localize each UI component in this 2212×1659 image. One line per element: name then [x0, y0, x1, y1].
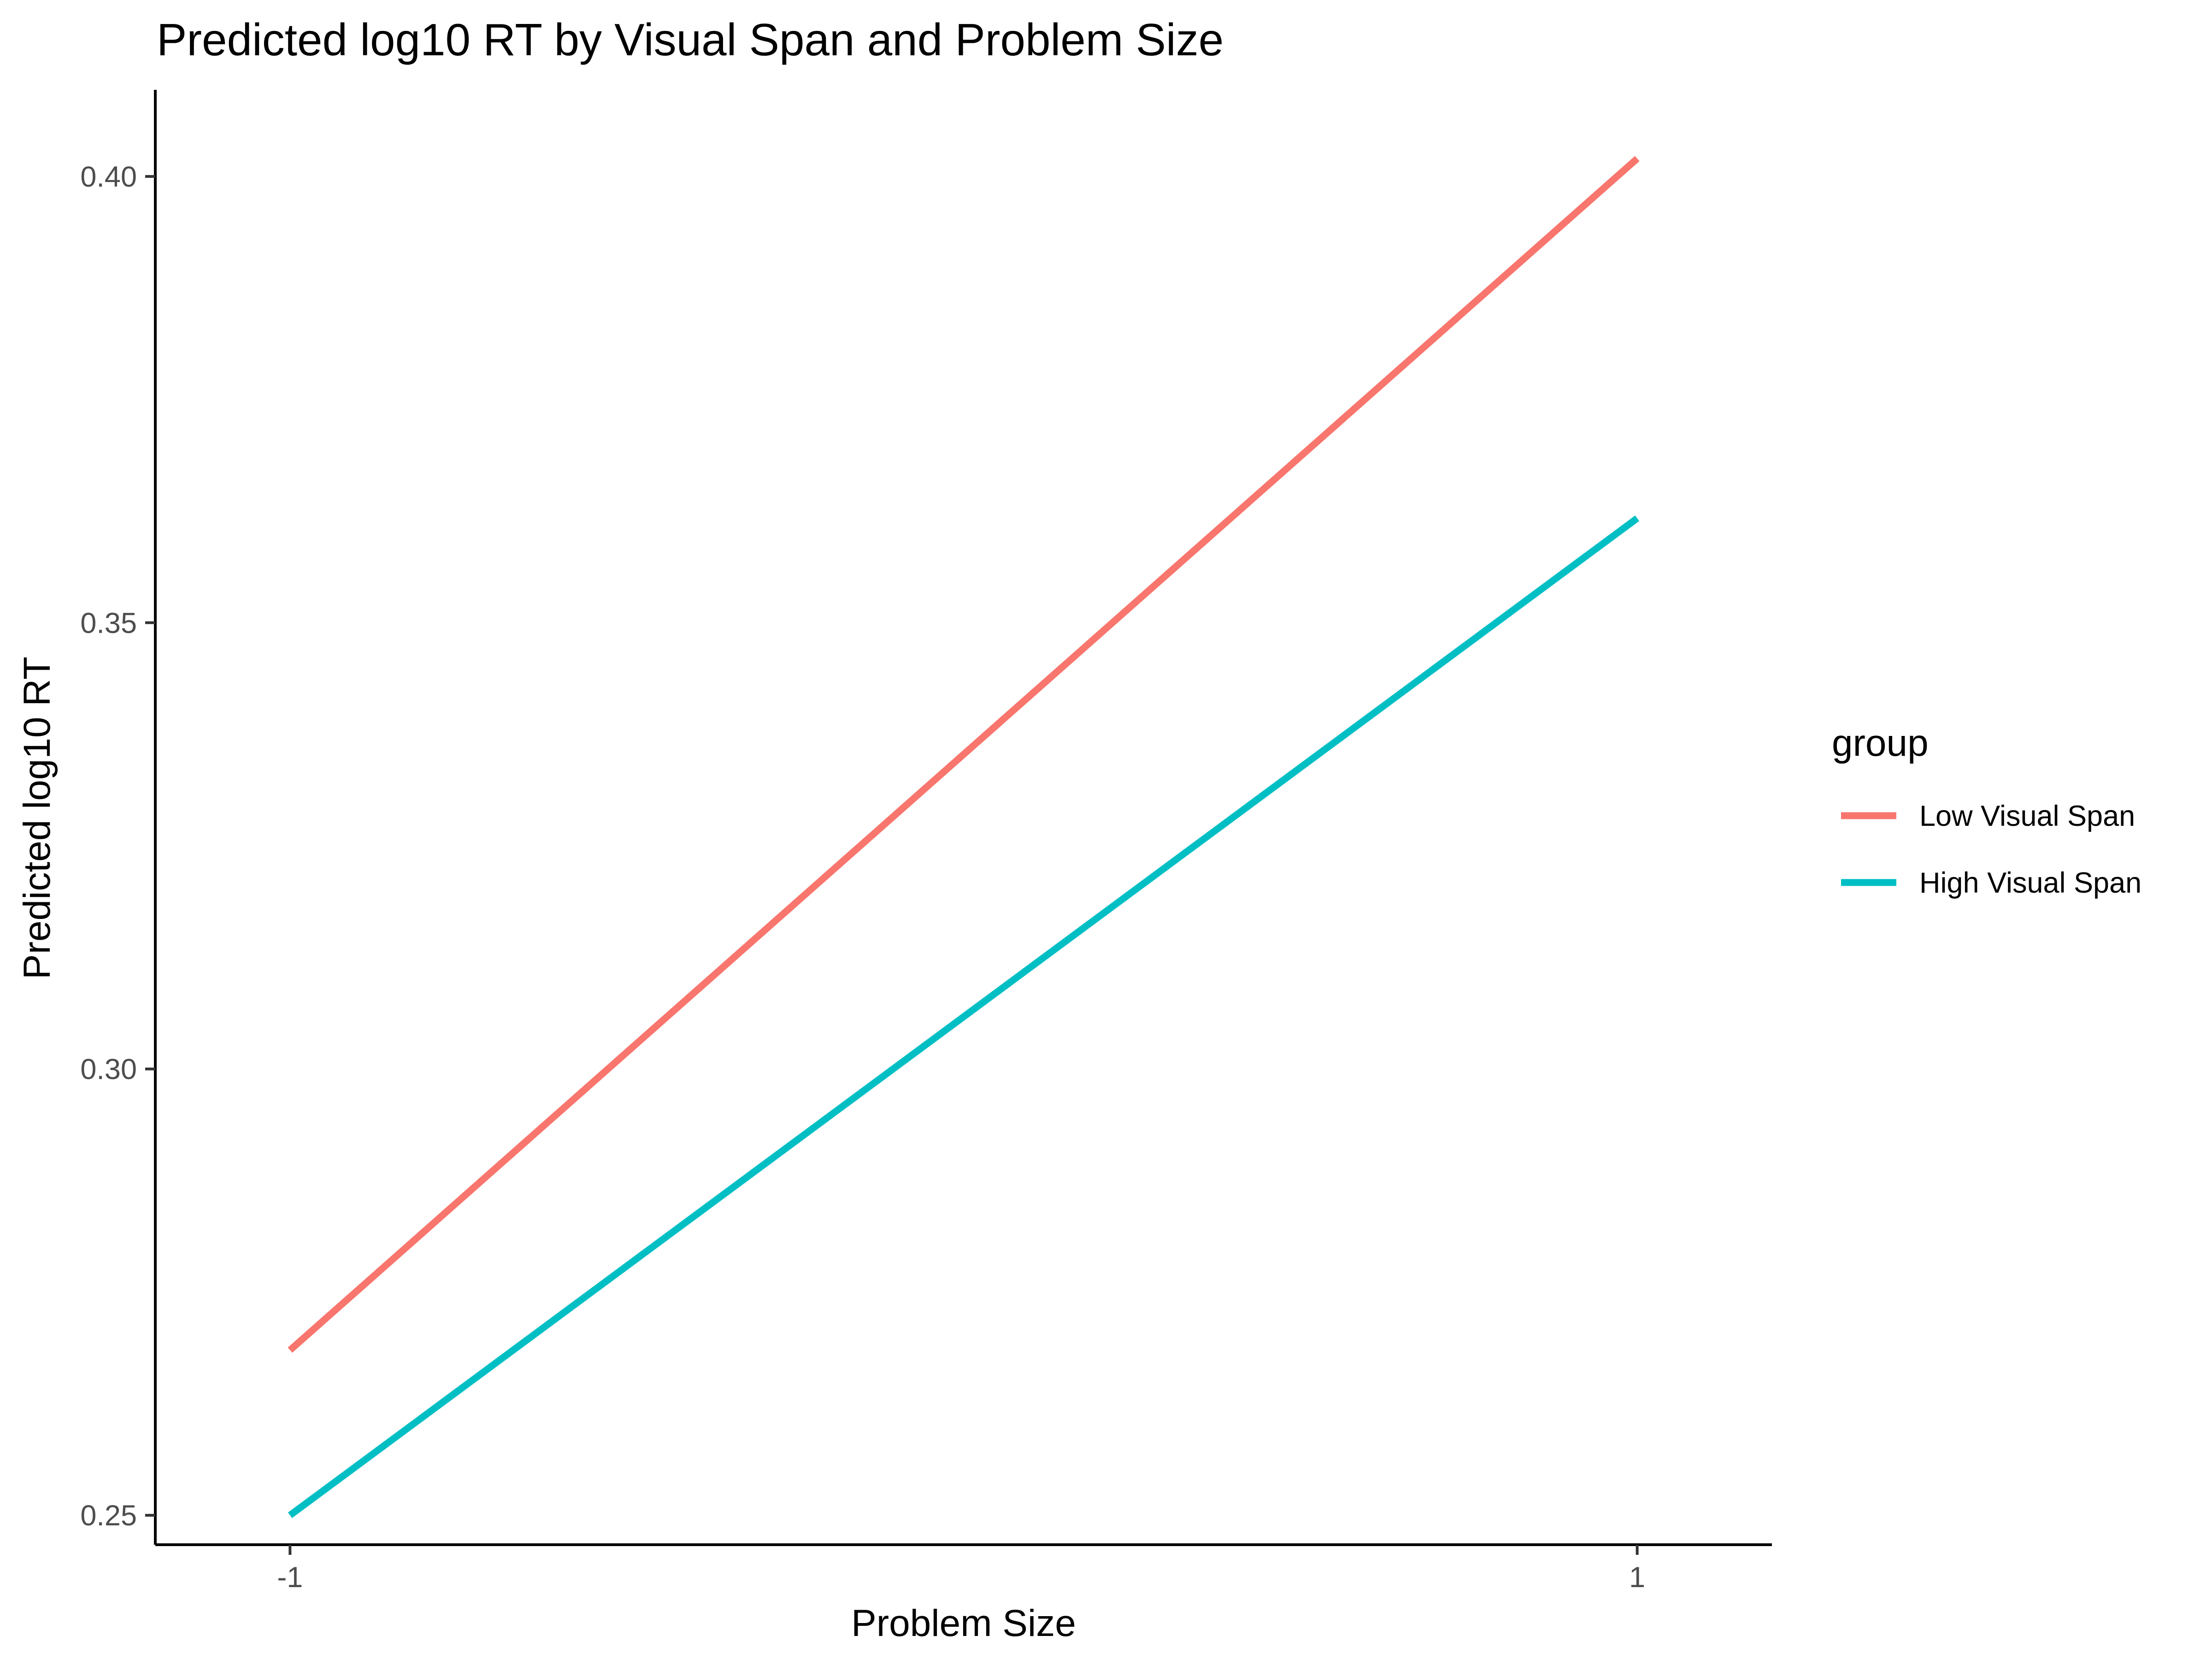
y-tick-label: 0.30 — [80, 1053, 137, 1086]
y-axis-title: Predicted log10 RT — [16, 657, 58, 979]
legend: group Low Visual Span High Visual Span — [1832, 722, 2141, 899]
series-line-low-visual-span — [288, 156, 1640, 1353]
legend-items: Low Visual Span High Visual Span — [1841, 800, 2141, 899]
y-tick-label: 0.35 — [80, 607, 137, 639]
x-axis: -1 1 — [155, 1543, 1772, 1594]
y-tick-label: 0.40 — [80, 161, 137, 193]
plot-series — [288, 156, 1640, 1518]
legend-label: Low Visual Span — [1919, 800, 2135, 832]
y-axis: 0.25 0.30 0.35 0.40 — [80, 90, 157, 1545]
x-axis-title: Problem Size — [851, 1602, 1076, 1644]
legend-title: group — [1832, 722, 1929, 764]
y-tick-label: 0.25 — [80, 1500, 137, 1532]
series-line-high-visual-span — [288, 515, 1640, 1518]
legend-label: High Visual Span — [1919, 867, 2141, 899]
x-tick-label: -1 — [277, 1561, 303, 1594]
chart-title: Predicted log10 RT by Visual Span and Pr… — [157, 14, 1224, 65]
x-tick-label: 1 — [1629, 1561, 1645, 1594]
